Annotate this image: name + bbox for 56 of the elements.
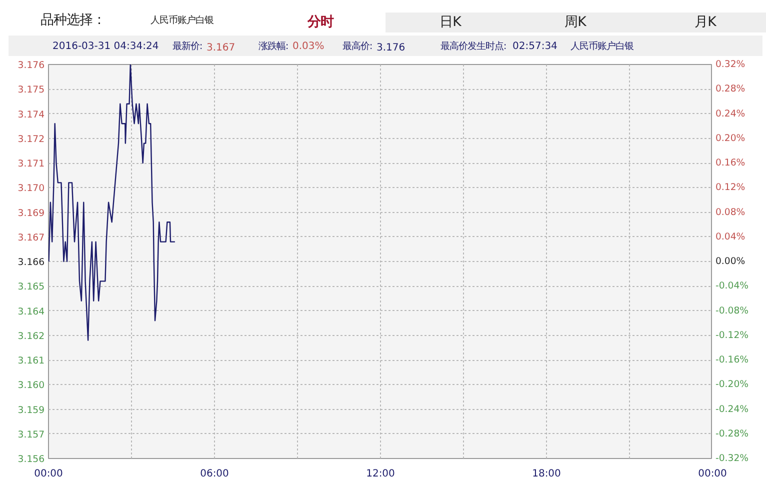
text: 0.03% — [292, 41, 324, 52]
y2-tick-label: 0.04% — [716, 231, 746, 242]
text: 最高价: — [342, 41, 373, 52]
x-tick-label: 18:00 — [532, 468, 561, 480]
text: 品种选择： — [40, 13, 106, 28]
y2-tick-label: 0.12% — [716, 182, 746, 194]
text: 人民币账户白银 — [150, 15, 214, 26]
text: 2016-03-31 04:34:24 — [52, 41, 159, 52]
y-tick-label: 3.161 — [18, 356, 45, 366]
y2-tick-label: 0.28% — [716, 84, 746, 95]
y-tick-label: 3.174 — [18, 109, 45, 120]
y2-tick-label: 0.20% — [716, 132, 746, 144]
y-tick-label: 3.162 — [18, 330, 45, 342]
y-tick-label: 3.172 — [18, 134, 45, 145]
y2-tick-label: 0.24% — [716, 108, 746, 120]
y2-tick-label: -0.20% — [716, 379, 749, 390]
y2-tick-label: 0.32% — [716, 59, 746, 70]
y-tick-label: 3.175 — [18, 84, 45, 96]
text: 3.167 — [206, 42, 236, 54]
line-series — [48, 64, 176, 341]
y-tick-label: 3.171 — [18, 158, 45, 170]
text: 3.176 — [376, 42, 406, 54]
y2-tick-label: -0.08% — [716, 305, 749, 316]
text: 涨跌幅: — [258, 41, 289, 52]
x-tick-label: 06:00 — [200, 468, 229, 480]
y2-tick-label: -0.04% — [716, 280, 749, 292]
text: 日K — [440, 15, 463, 30]
y2-tick-label: 0.16% — [716, 158, 746, 168]
text: 分时 — [306, 15, 334, 30]
y2-tick-label: -0.12% — [716, 330, 749, 341]
y-tick-label: 3.167 — [18, 232, 45, 244]
y2-tick-label: 0.00% — [716, 256, 746, 267]
x-tick-label: 12:00 — [366, 468, 395, 480]
y-tick-label: 3.169 — [18, 208, 45, 219]
text: 月K — [694, 15, 718, 30]
text: 周K — [564, 15, 588, 30]
y2-tick-label: 0.08% — [716, 206, 746, 218]
y-tick-label: 3.156 — [18, 454, 45, 465]
y2-tick-label: -0.28% — [716, 428, 749, 440]
text: 02:57:34 — [512, 41, 558, 52]
x-tick-label: 00:00 — [34, 468, 63, 480]
y-tick-label: 3.170 — [18, 183, 45, 194]
y-tick-label: 3.166 — [18, 257, 45, 268]
text: 人民币账户白银 — [570, 41, 634, 52]
y-tick-label: 3.160 — [18, 380, 45, 392]
y-tick-label: 3.159 — [18, 404, 45, 416]
text: 最新价: — [172, 41, 203, 52]
y2-tick-label: -0.16% — [716, 354, 749, 366]
y-tick-label: 3.157 — [18, 429, 45, 440]
x-tick-label: 00:00 — [698, 468, 727, 480]
y-tick-label: 3.165 — [18, 282, 45, 293]
y-tick-label: 3.176 — [18, 60, 45, 71]
y-tick-label: 3.164 — [18, 306, 45, 318]
text: 最高价发生时点: — [440, 41, 507, 52]
y2-tick-label: -0.24% — [716, 404, 749, 415]
y2-tick-label: -0.32% — [716, 453, 749, 464]
